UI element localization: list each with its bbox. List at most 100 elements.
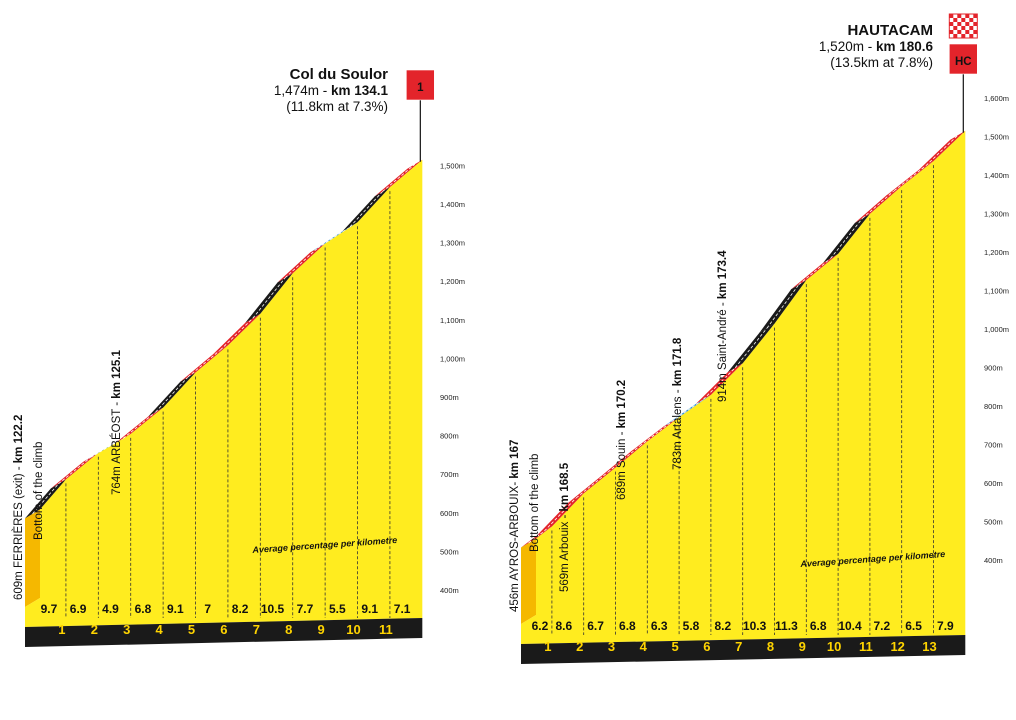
profile-side — [25, 509, 40, 607]
gradient-label: 5.5 — [329, 602, 346, 616]
y-tick-label: 600m — [440, 509, 459, 518]
y-tick-label: 1,400m — [984, 171, 1009, 180]
km-marker: 10 — [827, 639, 841, 654]
landmark-km: km 168.5 — [559, 462, 571, 511]
y-tick-label: 500m — [984, 518, 1003, 527]
landmark-km: km 170.2 — [616, 380, 628, 429]
gradient-label: 6.3 — [651, 619, 668, 633]
km-band — [25, 618, 423, 647]
gradient-label: 6.5 — [905, 619, 922, 633]
category-label: HC — [955, 56, 972, 68]
landmark-name: 689m Souin - — [616, 428, 628, 500]
gradient-label: 7.9 — [937, 619, 954, 633]
climb-altitude-km: 1,474m - km 134.1 — [274, 83, 389, 98]
finish-flag-cell — [949, 14, 954, 18]
y-tick-label: 1,400m — [440, 200, 465, 209]
landmark-note: Bottom of the climb — [529, 454, 541, 552]
landmark-name: 764m ARBÉOST - — [110, 399, 123, 495]
gradient-label: 7.1 — [394, 602, 411, 616]
profile-area — [536, 130, 966, 615]
gradient-label: 8.2 — [232, 602, 249, 616]
landmark-label: 914m Saint-André - km 173.4 — [717, 250, 729, 402]
y-tick-label: 500m — [440, 547, 459, 556]
finish-flag-cell — [961, 34, 966, 38]
gradient-label: 4.9 — [102, 602, 119, 616]
finish-flag-cell — [953, 34, 958, 38]
y-tick-label: 1,200m — [984, 248, 1009, 257]
profile-front — [521, 615, 966, 644]
y-tick-label: 1,100m — [440, 316, 465, 325]
ribbon-dash — [528, 530, 545, 544]
km-marker: 9 — [318, 622, 325, 637]
landmark-label: 783m Artalens - km 171.8 — [672, 337, 684, 470]
gradient-segment — [521, 526, 552, 548]
finish-flag-cell — [949, 30, 954, 34]
km-marker: 3 — [608, 639, 615, 654]
gradient-label: 10.5 — [261, 602, 285, 616]
finish-flag-cell — [953, 18, 958, 22]
ribbon-dash — [284, 247, 318, 279]
ribbon-dash — [349, 191, 383, 228]
y-tick-label: 1,000m — [984, 325, 1009, 334]
y-tick-label: 700m — [440, 470, 459, 479]
km-marker: 8 — [767, 639, 774, 654]
landmark-km: km 171.8 — [672, 337, 684, 386]
ribbon-dash — [122, 411, 156, 439]
finish-flag-cell — [965, 30, 970, 34]
gradient-segment — [342, 187, 390, 232]
landmark-note: Bottom of the climb — [33, 442, 45, 540]
y-tick-label: 800m — [440, 432, 459, 441]
gradient-label: 8.2 — [714, 619, 731, 633]
profile-side — [521, 538, 536, 624]
landmark-label: 569m Arbouix - km 168.5 — [559, 462, 571, 592]
y-tick-label: 600m — [984, 479, 1003, 488]
ribbon-dash — [830, 218, 863, 259]
km-marker: 9 — [799, 639, 806, 654]
y-tick-label: 900m — [984, 364, 1003, 373]
landmark-km: km 167 — [509, 440, 521, 479]
gradient-segment — [148, 372, 196, 417]
finish-flag-cell — [957, 14, 962, 18]
km-marker: 1 — [58, 622, 65, 637]
climb-name: HAUTACAM — [847, 22, 933, 39]
ribbon-dash — [734, 327, 768, 369]
y-tick-label: 1,500m — [440, 161, 465, 170]
y-tick-label: 1,100m — [984, 287, 1009, 296]
gradient-label: 6.9 — [70, 602, 87, 616]
km-marker: 4 — [156, 622, 164, 637]
profile-area — [40, 159, 423, 598]
km-marker: 5 — [188, 622, 195, 637]
ribbon-dash — [925, 134, 959, 166]
km-marker: 4 — [640, 639, 648, 654]
gradient-label: 9.1 — [361, 602, 378, 616]
km-marker: 10 — [346, 622, 360, 637]
ribbon-dash — [607, 445, 641, 473]
climb-chart-2: 6.2 8.6 6.7 6.8 6.3 5.8 8.2 10.3 11.3 6.8 10.4 7.2 6… — [509, 13, 1009, 664]
gradient-label: 8.6 — [555, 619, 572, 633]
landmark-name: 783m Artalens - — [672, 386, 684, 470]
finish-flag-cell — [953, 26, 958, 30]
y-tick-label: 800m — [984, 402, 1003, 411]
gradient-label: 9.1 — [167, 602, 184, 616]
y-tick-label: 1,300m — [984, 210, 1009, 219]
gradient-label: 5.8 — [683, 619, 700, 633]
gradient-label: 10.3 — [743, 619, 767, 633]
climb-altitude: 1,474m — [274, 83, 319, 98]
finish-flag-cell — [973, 30, 978, 34]
landmark-name: 914m Saint-André - — [717, 299, 729, 402]
km-marker: 1 — [544, 639, 551, 654]
ribbon-dash — [155, 376, 189, 413]
finish-flag-cell — [969, 18, 974, 22]
finish-flag-cell — [973, 22, 978, 26]
y-tick-label: 700m — [984, 441, 1003, 450]
y-tick-label: 400m — [984, 556, 1003, 565]
climb-altitude: 1,520m — [819, 39, 864, 54]
climb-stats: (11.8km at 7.3%) — [286, 99, 388, 114]
climb-altitude-km: 1,520m - km 180.6 — [819, 39, 934, 54]
finish-flag-cell — [961, 18, 966, 22]
gradient-label: 7 — [204, 602, 211, 616]
ribbon-dash — [893, 165, 927, 191]
km-marker: 8 — [285, 622, 292, 637]
